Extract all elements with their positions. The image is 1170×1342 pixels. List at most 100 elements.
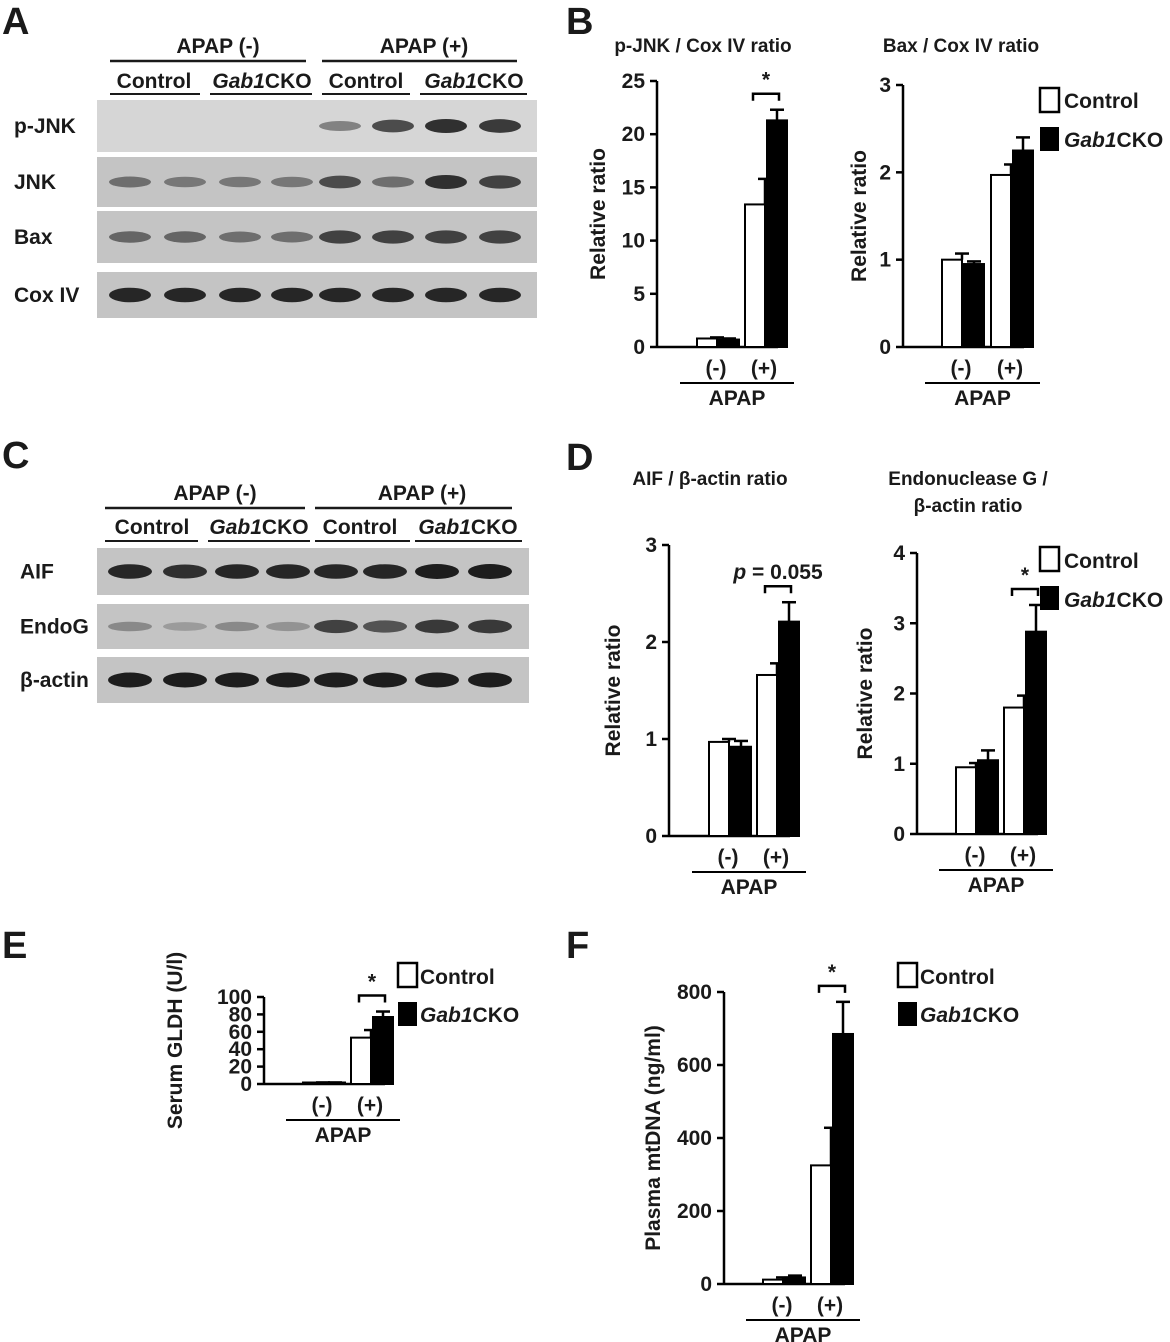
blot-band (164, 176, 206, 188)
group-label: APAP (315, 1124, 372, 1147)
blot-row-label: EndoG (20, 616, 89, 639)
y-tick-label: 4 (893, 542, 905, 565)
blot-band (319, 175, 361, 189)
blot-c-group-4: Gab1CKO (418, 516, 517, 539)
bar-control (756, 673, 778, 837)
chart-aif-b-actin: AIF / β-actin ratio 0 1 2 3 Relative ratio (-)… (602, 469, 823, 899)
blot-band (164, 287, 206, 303)
y-tick-label: 200 (677, 1200, 712, 1223)
blot-band (425, 230, 467, 244)
x-tick-label: (+) (1010, 844, 1036, 867)
y-tick-label: 1 (645, 728, 657, 751)
blot-strip (97, 548, 529, 595)
y-tick-label: 2 (879, 161, 891, 184)
x-tick-label: (+) (817, 1294, 843, 1317)
legend-control-swatch (396, 961, 419, 989)
legend-control-swatch (1038, 545, 1061, 573)
blot-strip (97, 657, 529, 703)
y-tick-label: 0 (240, 1073, 252, 1096)
significance-bracket (1010, 587, 1040, 596)
y-tick-label: 40 (229, 1038, 252, 1061)
legend-gab1cko-swatch (898, 1002, 917, 1026)
significance-label: p = 0.055 (732, 561, 823, 584)
y-axis-label: Plasma mtDNA (ng/ml) (642, 1025, 665, 1251)
legend-control-swatch (896, 961, 919, 989)
blot-a-group-3: Control (329, 70, 404, 93)
blot-band (479, 230, 521, 244)
y-axis-label: Relative ratio (854, 628, 877, 760)
blot-row-p-jnk: p-JNK (14, 100, 537, 152)
blot-band (314, 619, 358, 634)
bar-control (744, 203, 766, 348)
bar-control (696, 337, 718, 349)
x-tick-label: (+) (997, 357, 1023, 380)
blot-row-bax: Bax (14, 211, 537, 263)
y-tick-label: 10 (622, 230, 645, 253)
blot-band (319, 120, 361, 132)
blot-band (425, 118, 467, 134)
blot-band (479, 175, 521, 189)
blot-c-header-left: APAP (-) (173, 482, 256, 505)
y-tick-label: 3 (879, 74, 891, 97)
legend-control-label: Control (1064, 550, 1139, 573)
y-tick-label: 3 (645, 534, 657, 557)
blot-band (109, 287, 151, 303)
blot-band (163, 564, 207, 579)
blot-band (363, 564, 407, 579)
blot-band (415, 564, 459, 579)
bar-control (810, 1164, 832, 1285)
blot-row--actin: β-actin (20, 657, 529, 703)
bar-gab1cko (1012, 149, 1034, 348)
x-tick-label: (-) (706, 357, 727, 380)
chart-endog-b-actin: Endonuclease G / β-actin ratio 0 1 2 3 4 Relati… (854, 469, 1053, 897)
bar-gab1cko (372, 1016, 394, 1086)
legend-gab1cko-label: Gab1CKO (1064, 129, 1163, 152)
blot-strip (97, 211, 537, 263)
legend-gab1cko-label: Gab1CKO (920, 1004, 1019, 1027)
panel-label-b: B (566, 1, 593, 43)
x-tick-label: (-) (718, 846, 739, 869)
y-tick-label: 25 (622, 70, 646, 93)
bar-gab1cko (778, 620, 800, 837)
group-label: APAP (775, 1324, 832, 1342)
blot-band (372, 287, 414, 303)
blot-band (425, 287, 467, 303)
chart-title: Bax / Cox IV ratio (883, 36, 1039, 57)
blot-band (372, 230, 414, 244)
y-tick-label: 1 (879, 249, 891, 272)
blot-a-header-right: APAP (+) (380, 35, 469, 58)
blot-a-group-2: Gab1CKO (212, 70, 311, 93)
bar-gab1cko (766, 119, 788, 348)
legend-gab1cko-label: Gab1CKO (420, 1004, 519, 1027)
chart-p-jnk-cox-iv: p-JNK / Cox IV ratio 0 5 10 15 20 25 Relative r… (587, 36, 794, 410)
bar-gab1cko (977, 759, 999, 835)
blot-band (319, 287, 361, 303)
y-tick-label: 100 (217, 986, 252, 1009)
x-tick-label: (+) (357, 1094, 383, 1117)
bar-control (708, 740, 730, 837)
bar-control (941, 258, 963, 348)
bar-gab1cko (730, 745, 752, 838)
chart-bax-cox-iv: Bax / Cox IV ratio 0 1 2 3 Relative ratio (-) (… (848, 36, 1040, 410)
y-tick-label: 0 (879, 336, 891, 359)
significance-label: * (1021, 564, 1030, 587)
blot-row-aif: AIF (20, 548, 529, 595)
blot-band (468, 619, 512, 634)
chart-title: p-JNK / Cox IV ratio (614, 36, 791, 57)
legend-gab1cko-swatch (1040, 127, 1059, 151)
y-tick-label: 0 (700, 1273, 712, 1296)
panel-label-c: C (2, 435, 29, 477)
legend-d: Control Gab1CKO (1038, 545, 1163, 612)
bar-gab1cko (718, 338, 740, 349)
bar-gab1cko (963, 263, 985, 348)
y-tick-label: 5 (633, 283, 645, 306)
blot-strip (97, 157, 537, 207)
blot-band (363, 620, 407, 633)
chart-title: Endonuclease G / (888, 469, 1048, 490)
panel-label-a: A (2, 1, 29, 43)
blot-band (219, 287, 261, 303)
blot-band (266, 621, 310, 632)
blot-row-label: JNK (14, 171, 56, 194)
blot-band (108, 672, 152, 688)
